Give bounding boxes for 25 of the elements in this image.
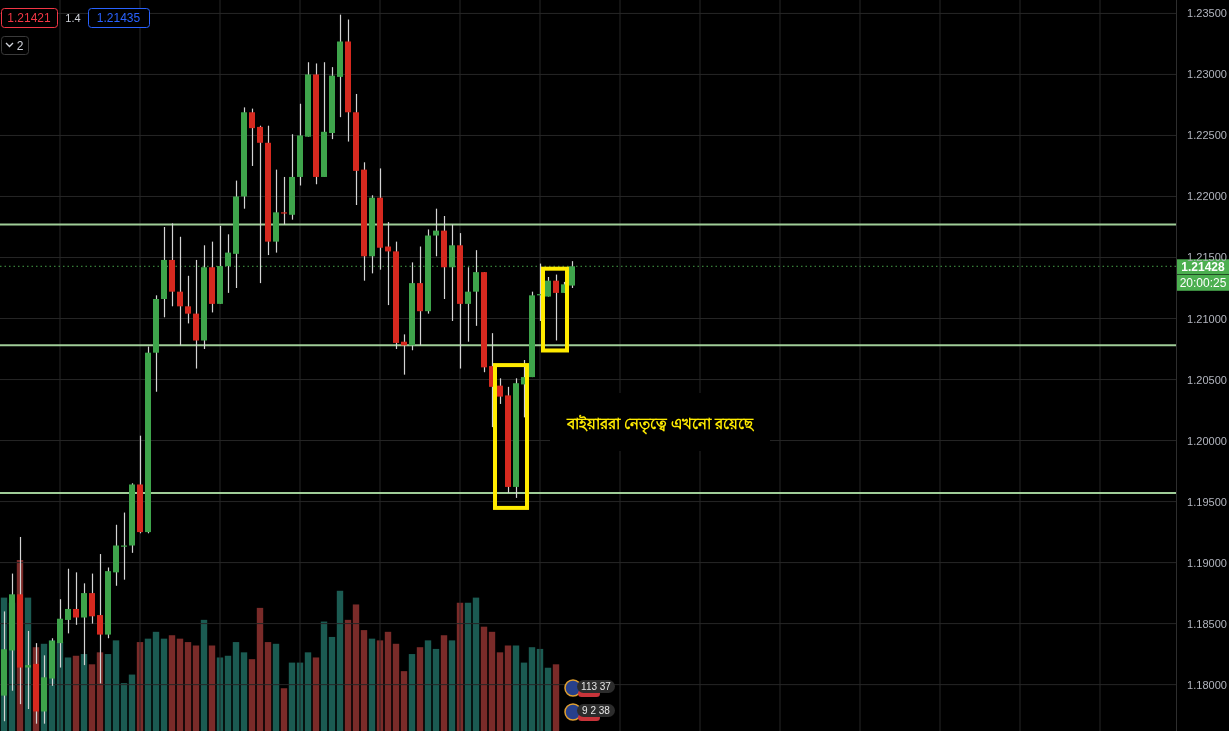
- y-tick-label: 1.22500: [1187, 129, 1227, 142]
- annotation: 1.21421: [7, 11, 52, 25]
- y-tick-label: 1.20500: [1187, 373, 1227, 386]
- y-tick-label: 1.20000: [1187, 434, 1227, 447]
- annotation: 1.21435: [88, 8, 150, 28]
- y-tick-label: 1.19500: [1187, 495, 1227, 508]
- annotation: 2: [1, 36, 29, 55]
- annotation: 1.21435: [96, 11, 141, 25]
- y-tick-label: 1.18500: [1187, 617, 1227, 630]
- annotation: বাইয়াররা নেতৃত্বে এখনো রয়েছে: [550, 393, 770, 451]
- y-tick-label: 1.21000: [1187, 312, 1227, 325]
- y-tick-label: 1.23500: [1187, 7, 1227, 20]
- y-tick-label: 1.19000: [1187, 556, 1227, 569]
- y-tick-label: 1.23000: [1187, 68, 1227, 81]
- annotation: 2: [16, 38, 24, 53]
- y-tick-label: 1.18000: [1187, 678, 1227, 691]
- annotation: 9 2 38: [582, 705, 611, 716]
- annotation: 9 2 38: [577, 704, 615, 717]
- annotation: বাইয়াররা নেতৃত্বে এখনো রয়েছে: [565, 413, 756, 435]
- y-tick-label: 1.22000: [1187, 190, 1227, 203]
- annotation: 113 37: [581, 681, 612, 692]
- annotation: 1.4: [65, 11, 81, 24]
- annotation: 113 37: [577, 680, 615, 693]
- annotation: 1.21421: [1, 8, 58, 28]
- annotation: 20:00:25: [1177, 274, 1229, 291]
